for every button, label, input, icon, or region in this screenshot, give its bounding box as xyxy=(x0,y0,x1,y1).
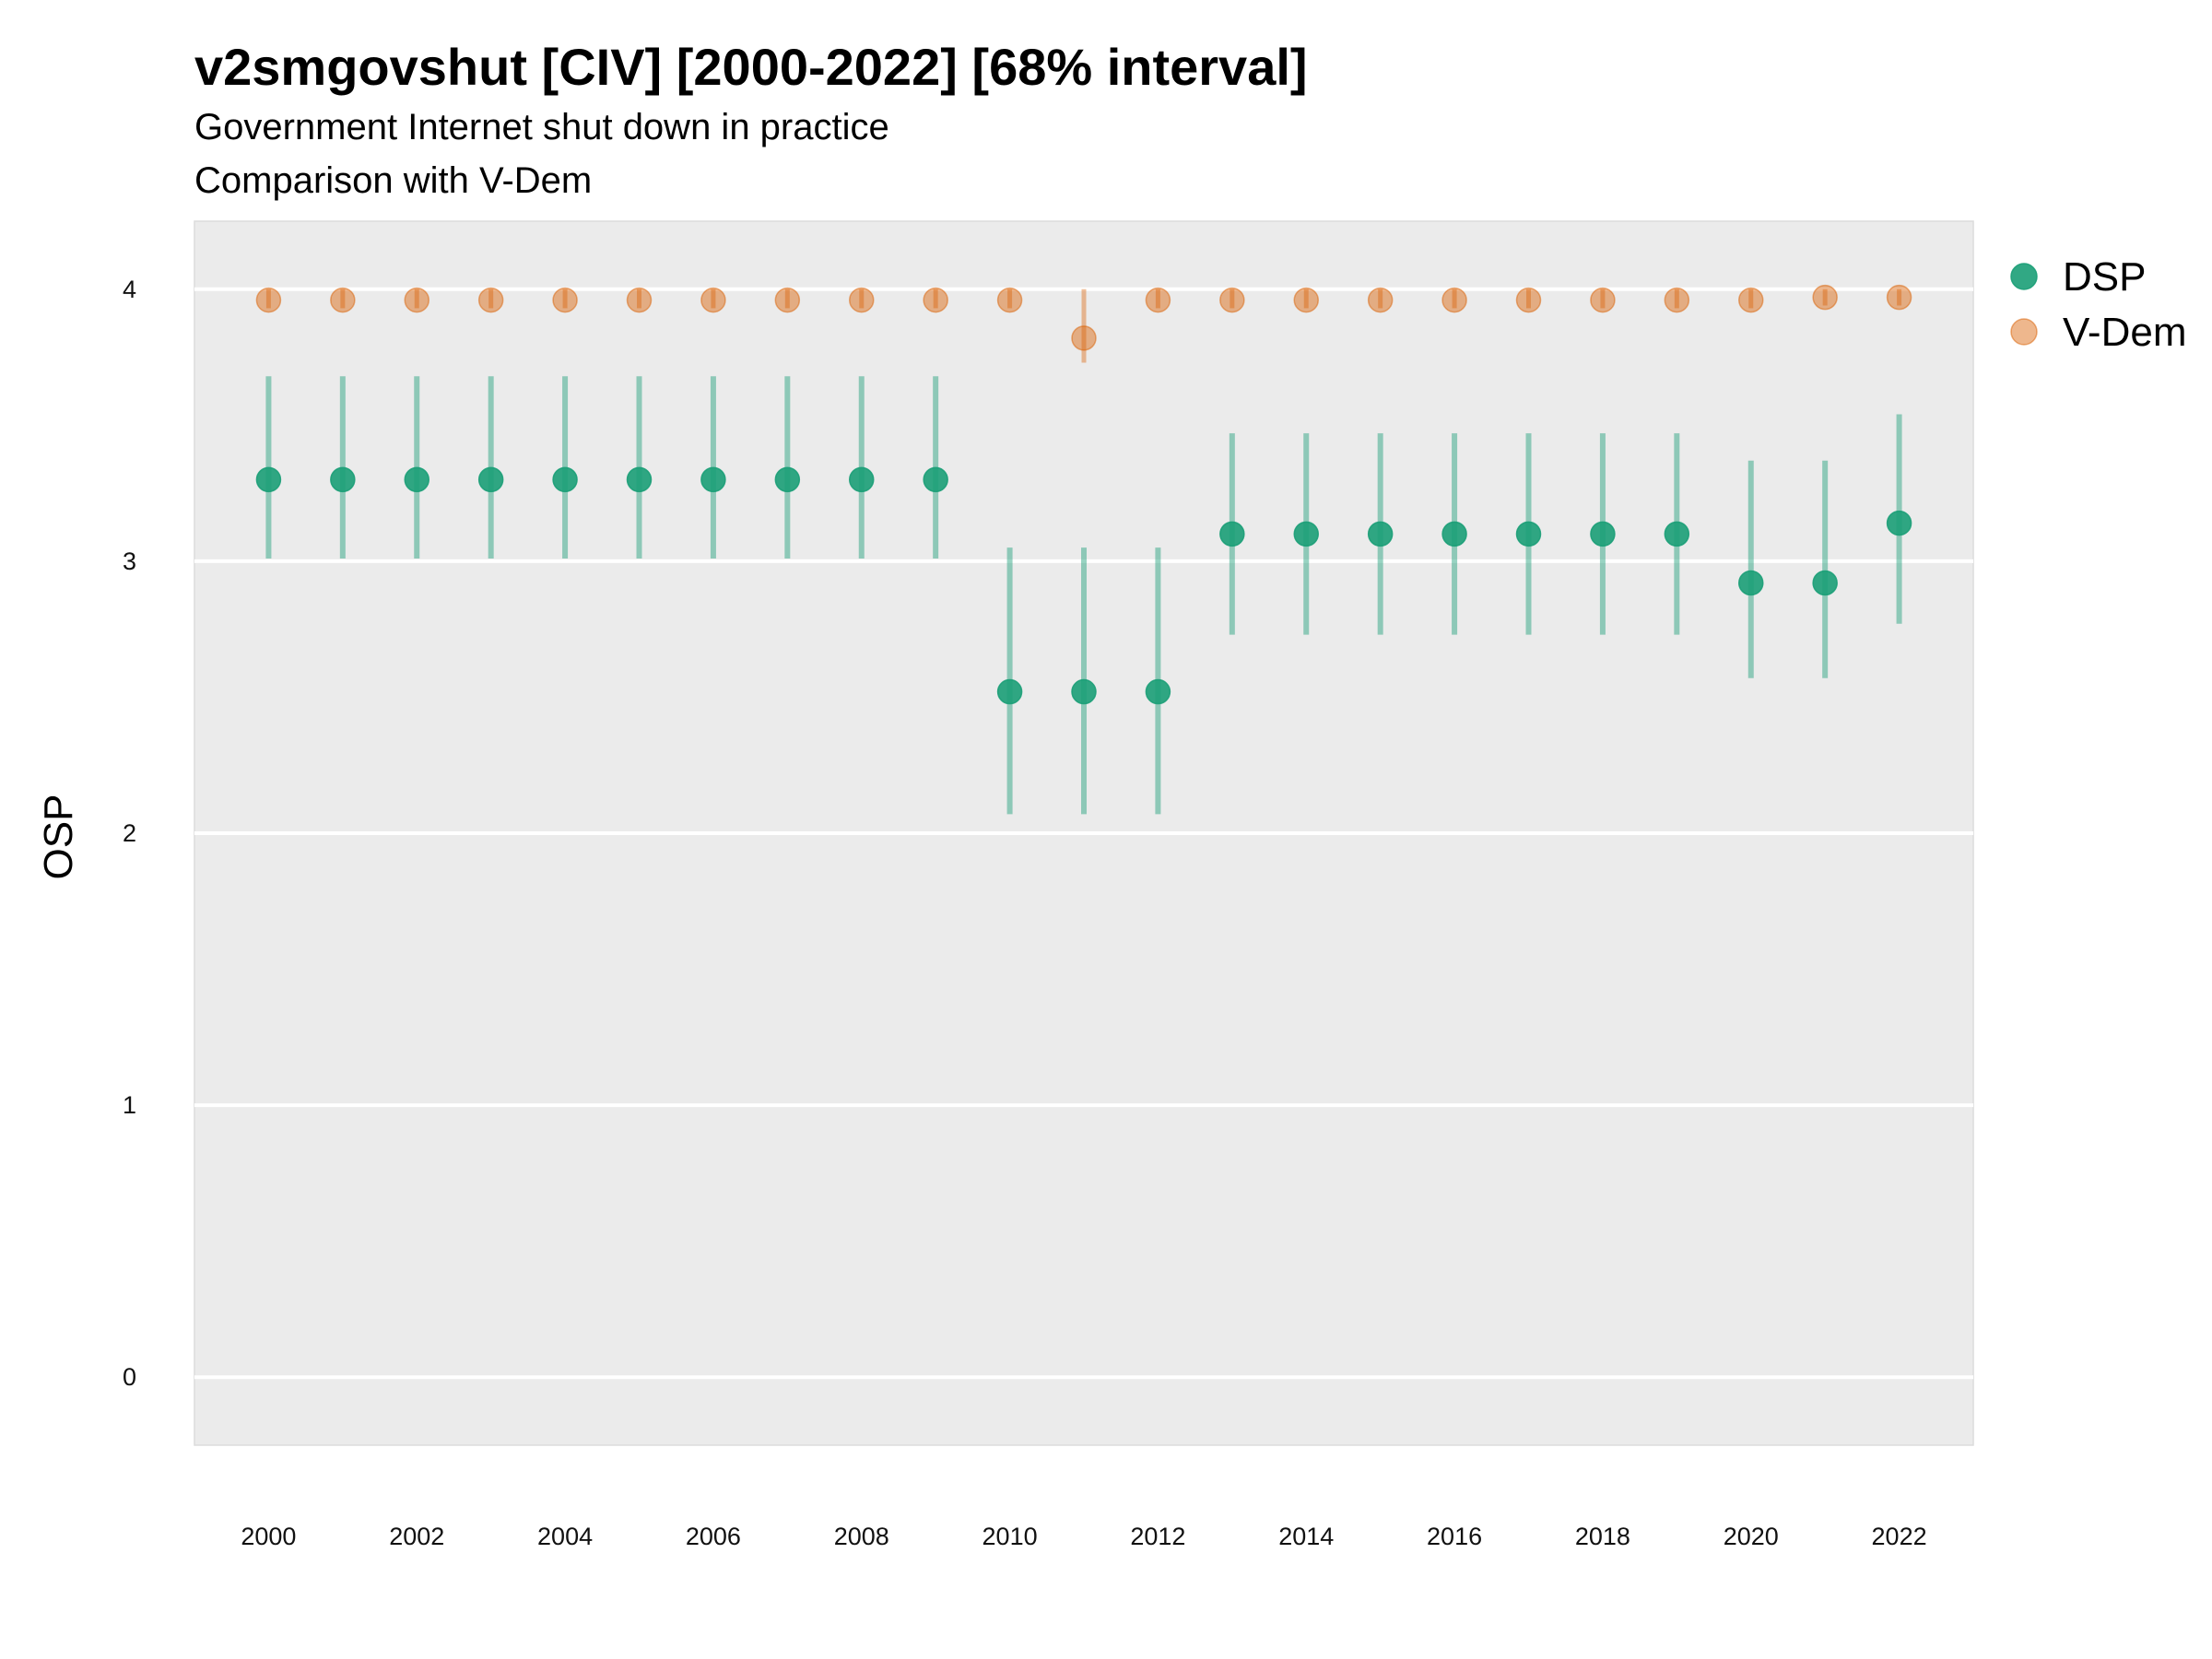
data-point xyxy=(626,287,653,313)
data-point xyxy=(1515,287,1542,313)
x-tick-label: 2008 xyxy=(834,1523,889,1550)
x-tick-label: 2010 xyxy=(982,1523,1038,1550)
y-axis-label: OSP xyxy=(36,794,81,880)
x-tick-label: 2016 xyxy=(1427,1523,1482,1550)
data-point xyxy=(1293,521,1319,547)
series-v-dem xyxy=(255,284,1912,363)
chart-title: v2smgovshut [CIV] [2000-2022] [68% inter… xyxy=(194,38,1308,96)
data-point xyxy=(923,466,948,493)
data-point xyxy=(700,287,726,313)
data-point xyxy=(1812,284,1838,311)
x-tick-label: 2020 xyxy=(1724,1523,1779,1550)
x-tick-label: 2014 xyxy=(1278,1523,1334,1550)
data-point xyxy=(255,287,282,313)
x-tick-label: 2004 xyxy=(537,1523,593,1550)
data-point xyxy=(774,287,801,313)
y-tick-label: 4 xyxy=(123,276,136,303)
data-point xyxy=(1590,287,1616,313)
data-point xyxy=(1145,678,1171,705)
x-tick-label: 2002 xyxy=(389,1523,444,1550)
data-point xyxy=(1812,570,1838,596)
data-point xyxy=(1071,325,1097,351)
data-point xyxy=(1515,521,1542,547)
data-point xyxy=(1738,287,1764,313)
data-point xyxy=(330,466,356,493)
data-point xyxy=(626,466,653,493)
data-series xyxy=(255,284,1912,815)
data-point xyxy=(1664,521,1690,547)
data-point xyxy=(1071,678,1097,705)
data-point xyxy=(849,287,875,313)
legend-label: DSP xyxy=(2063,254,2146,300)
legend: DSP V-Dem xyxy=(2010,254,2186,355)
x-axis-ticks: 2000 2002 2004 2006 2008 2010 2012 2014 2016 2018… xyxy=(241,1523,1926,1550)
data-point xyxy=(1441,287,1467,313)
data-point xyxy=(1886,284,1912,311)
data-point xyxy=(1590,521,1616,547)
x-tick-label: 2006 xyxy=(686,1523,741,1550)
chart-subtitle-line-1: Government Internet shut down in practic… xyxy=(194,107,889,147)
data-point xyxy=(1886,510,1912,536)
y-tick-label: 3 xyxy=(123,547,136,575)
data-point xyxy=(477,466,504,493)
data-point xyxy=(923,287,948,313)
legend-label: V-Dem xyxy=(2063,310,2186,355)
x-tick-label: 2000 xyxy=(241,1523,296,1550)
data-point xyxy=(1441,521,1467,547)
data-point xyxy=(1219,521,1245,547)
data-point xyxy=(1664,287,1690,313)
data-point xyxy=(1738,570,1764,596)
y-tick-label: 2 xyxy=(123,819,136,847)
data-point xyxy=(1293,287,1319,313)
x-tick-label: 2012 xyxy=(1130,1523,1185,1550)
data-point xyxy=(477,287,504,313)
data-point xyxy=(774,466,801,493)
legend-key xyxy=(2010,263,2038,290)
data-point xyxy=(996,678,1023,705)
y-tick-label: 1 xyxy=(123,1091,136,1119)
legend-key xyxy=(2010,318,2038,346)
data-point xyxy=(552,287,578,313)
data-point xyxy=(1219,287,1245,313)
x-tick-label: 2022 xyxy=(1872,1523,1927,1550)
data-point xyxy=(700,466,726,493)
grid-lines xyxy=(194,287,1973,1380)
data-point xyxy=(330,287,356,313)
data-point xyxy=(1145,287,1171,313)
y-tick-label: 0 xyxy=(123,1363,136,1391)
data-point xyxy=(552,466,578,493)
data-point xyxy=(404,287,429,313)
y-axis-ticks: 0 1 2 3 4 xyxy=(123,276,136,1391)
data-point xyxy=(1367,287,1394,313)
data-point xyxy=(996,287,1023,313)
chart-subtitle-line-2: Comparison with V-Dem xyxy=(194,160,593,201)
data-point xyxy=(1367,521,1394,547)
series-dsp xyxy=(255,376,1912,815)
x-tick-label: 2018 xyxy=(1575,1523,1630,1550)
data-point xyxy=(255,466,282,493)
data-point xyxy=(849,466,875,493)
data-point xyxy=(404,466,429,493)
